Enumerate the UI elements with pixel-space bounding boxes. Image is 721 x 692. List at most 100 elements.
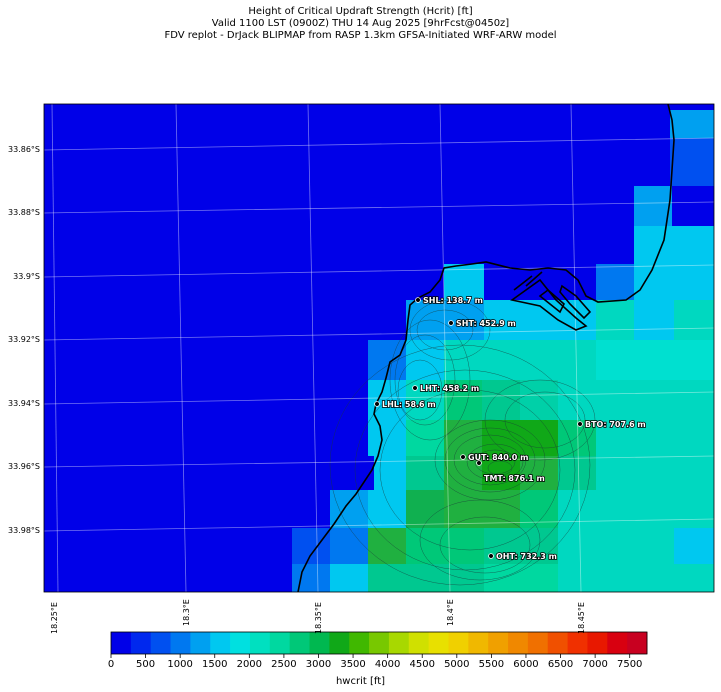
colorbar-tick-label: 3000	[305, 659, 332, 670]
hcrit-cell	[558, 564, 714, 592]
colorbar-swatch	[508, 632, 529, 654]
hcrit-cell	[558, 456, 596, 490]
title-line-1: Height of Critical Updraft Strength (Hcr…	[248, 6, 473, 17]
colorbar-swatch	[111, 632, 132, 654]
lon-label-3: 18.4°E	[446, 599, 455, 626]
hcrit-cell	[406, 490, 444, 528]
lon-label-4: 18.45°E	[577, 602, 586, 634]
hcrit-cell	[558, 528, 596, 564]
site-label: LHT: 458.2 m	[420, 384, 479, 393]
map-frame	[43, 103, 715, 593]
colorbar-swatch	[349, 632, 370, 654]
colorbar-swatch	[289, 632, 310, 654]
hcrit-cell	[406, 528, 484, 564]
lat-label-5: 33.96°S	[8, 462, 40, 471]
colorbar-swatch	[150, 632, 171, 654]
colorbar-swatch	[567, 632, 588, 654]
lon-label-2: 18.35°E	[314, 602, 323, 634]
hcrit-cell	[596, 340, 714, 380]
hcrit-cell	[406, 420, 444, 456]
site-marker	[577, 421, 583, 427]
colorbar-tick-label: 2500	[271, 659, 297, 670]
hcrit-cell	[558, 380, 714, 420]
colorbar-swatch	[329, 632, 350, 654]
colorbar-tick-label: 3500	[340, 659, 366, 670]
coastline	[297, 104, 675, 592]
lat-label-0: 33.86°S	[8, 145, 40, 154]
hcrit-cell	[634, 186, 672, 226]
lon-label-0: 18.25°E	[50, 602, 59, 634]
hcrit-cell	[674, 528, 714, 564]
colorbar-swatch	[408, 632, 430, 654]
hcrit-cell	[330, 564, 368, 592]
hcrit-cell	[406, 340, 444, 380]
site-label: TMT: 876.1 m	[484, 474, 545, 483]
colorbar-tick-label: 4000	[374, 659, 401, 670]
lat-label-4: 33.94°S	[8, 399, 40, 408]
hcrit-cell	[444, 456, 482, 490]
colorbar-swatch	[388, 632, 410, 654]
site-label: SHT: 452.9 m	[456, 319, 516, 328]
site-label: SHL: 138.7 m	[423, 296, 483, 305]
hcrit-cell	[482, 420, 558, 456]
site-label: LHL: 58.6 m	[382, 400, 436, 409]
colorbar-tick-label: 6500	[547, 659, 574, 670]
hcrit-cell	[292, 564, 330, 592]
hcrit-cell	[596, 420, 714, 456]
hcrit-cell	[520, 456, 558, 490]
colorbar-swatch	[369, 632, 390, 654]
hcrit-cell	[368, 564, 484, 592]
hcrit-cell	[596, 456, 714, 490]
colorbar-swatch	[587, 632, 608, 654]
site-label: GUT: 840.0 m	[468, 453, 529, 462]
hcrit-cell	[596, 528, 674, 564]
colorbar-tick-label: 1500	[202, 659, 228, 670]
hcrit-cell	[484, 564, 558, 592]
lat-label-6: 33.98°S	[8, 526, 40, 535]
hcrit-cell	[330, 528, 368, 564]
colorbar-swatch	[170, 632, 191, 654]
title-line-2: Valid 1100 LST (0900Z) THU 14 Aug 2025 […	[211, 18, 510, 29]
colorbar-swatch	[309, 632, 330, 654]
colorbar-swatch	[190, 632, 211, 654]
hcrit-cell	[406, 380, 444, 420]
site-label: OHT: 732.3 m	[496, 552, 557, 561]
hcrit-cell	[634, 264, 714, 304]
site-marker	[415, 297, 421, 303]
colorbar-swatch	[130, 632, 152, 654]
title-line-3: FDV replot - DrJack BLIPMAP from RASP 1.…	[164, 30, 557, 41]
hcrit-cell	[670, 138, 714, 186]
colorbar-tick-label: 4500	[409, 659, 435, 670]
site-marker	[448, 320, 454, 326]
hcrit-cell	[444, 420, 482, 456]
hcrit-cell	[368, 420, 406, 456]
colorbar-tick-label: 7000	[582, 659, 608, 670]
hcrit-cell	[482, 456, 520, 490]
colorbar-swatch	[607, 632, 628, 654]
site-marker	[412, 385, 418, 391]
hcrit-cell	[520, 380, 558, 420]
hcrit-cell	[368, 528, 406, 564]
colorbar-swatch	[547, 632, 568, 654]
hcrit-cell	[558, 490, 596, 528]
hcrit-cell	[596, 264, 634, 302]
colorbar	[110, 631, 648, 658]
site-marker	[476, 460, 482, 466]
site-marker	[460, 454, 466, 460]
colorbar-tick-label: 5000	[444, 659, 470, 670]
colorbar-swatch	[527, 632, 549, 654]
colorbar-tick-label: 1000	[167, 659, 193, 670]
hcrit-cell	[374, 456, 406, 490]
colorbar-tick-label: 6000	[513, 659, 539, 670]
colorbar-tick-label: 0	[107, 659, 115, 670]
colorbar-swatch	[448, 632, 469, 654]
hcrit-cell	[444, 380, 482, 420]
hcrit-cell	[634, 300, 674, 340]
hcrit-cell	[596, 490, 714, 528]
hcrit-cell	[634, 226, 714, 266]
terrain-contours	[329, 299, 596, 586]
colorbar-swatch	[468, 632, 489, 654]
hcrit-cell	[368, 490, 406, 528]
colorbar-tick-label: 5500	[478, 659, 505, 670]
